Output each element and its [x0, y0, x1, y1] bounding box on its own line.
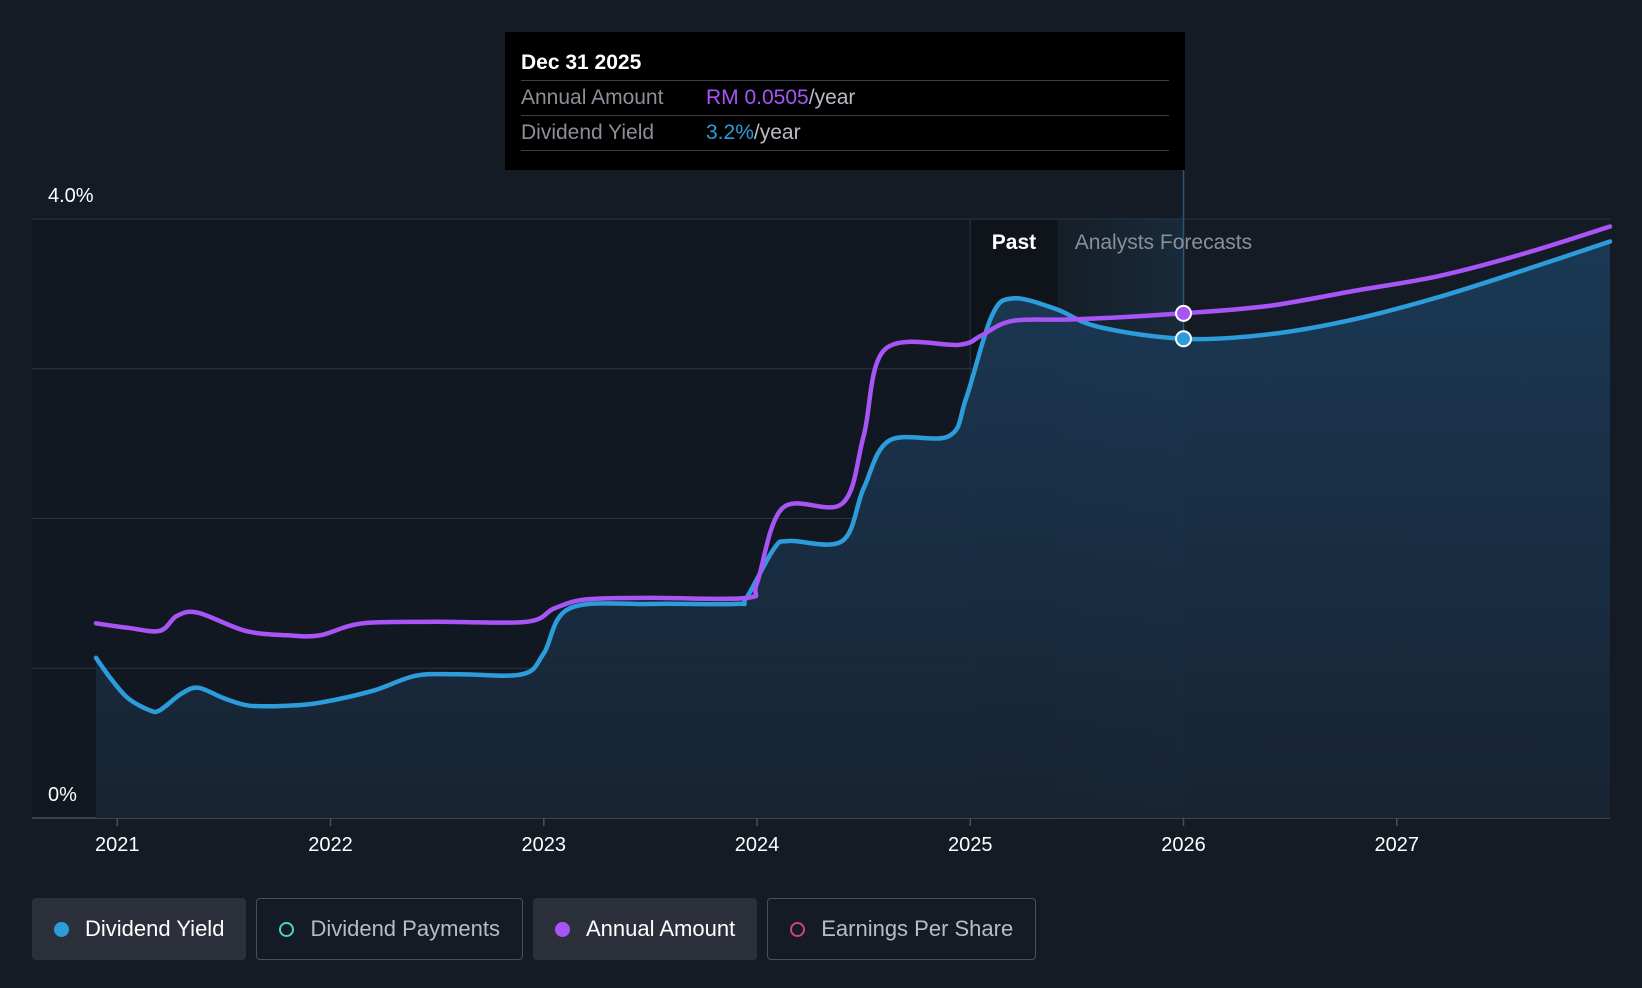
x-tick-label: 2027: [1375, 834, 1420, 856]
x-tick-label: 2021: [95, 834, 140, 856]
tooltip-annual-unit: /year: [808, 86, 856, 109]
x-tick-label: 2023: [522, 834, 567, 856]
legend-dividend-yield[interactable]: Dividend Yield: [32, 898, 247, 960]
tooltip: Dec 31 2025 Annual Amount RM 0.0505/year…: [505, 32, 1185, 170]
legend-label: Earnings Per Share: [821, 916, 1014, 941]
dividend-yield-marker: [1175, 330, 1193, 348]
x-tick-label: 2024: [735, 834, 780, 856]
tooltip-yield-value: 3.2%: [706, 121, 754, 144]
legend-dividend-payments[interactable]: Dividend Payments: [256, 898, 523, 960]
legend-label: Dividend Yield: [85, 916, 225, 941]
tooltip-annual-value: RM 0.0505: [706, 86, 809, 109]
x-tick-label: 2025: [948, 834, 993, 856]
legend-annual-amount[interactable]: Annual Amount: [532, 898, 758, 960]
tooltip-yield-unit: /year: [753, 121, 801, 144]
annual-amount-marker: [1175, 304, 1193, 322]
forecast-label: Analysts Forecasts: [1075, 231, 1252, 254]
tooltip-yield-label: Dividend Yield: [521, 121, 655, 144]
legend-ring-icon: [790, 921, 806, 937]
tooltip-date: Dec 31 2025: [521, 46, 1169, 81]
x-tick-label: 2022: [308, 834, 353, 856]
legend-dot-icon: [54, 921, 69, 937]
legend-ring-icon: [279, 921, 295, 937]
legend-earnings-per-share[interactable]: Earnings Per Share: [767, 898, 1037, 960]
tooltip-annual-label: Annual Amount: [521, 86, 664, 109]
y-tick-label: 0%: [48, 784, 77, 806]
legend-dot-icon: [554, 921, 570, 937]
legend: Dividend Yield Dividend Payments Annual …: [32, 898, 1037, 960]
legend-label: Dividend Payments: [310, 916, 500, 941]
tooltip-annual-row: Annual Amount RM 0.0505/year: [521, 81, 1169, 116]
tooltip-yield-row: Dividend Yield 3.2%/year: [521, 116, 1169, 151]
past-label: Past: [992, 231, 1036, 254]
x-tick-label: 2026: [1161, 834, 1206, 856]
annual-amount-line: [93, 224, 1613, 639]
legend-label: Annual Amount: [585, 916, 736, 941]
dividend-yield-line: [93, 239, 1613, 715]
y-tick-label: 4.0%: [48, 185, 94, 207]
